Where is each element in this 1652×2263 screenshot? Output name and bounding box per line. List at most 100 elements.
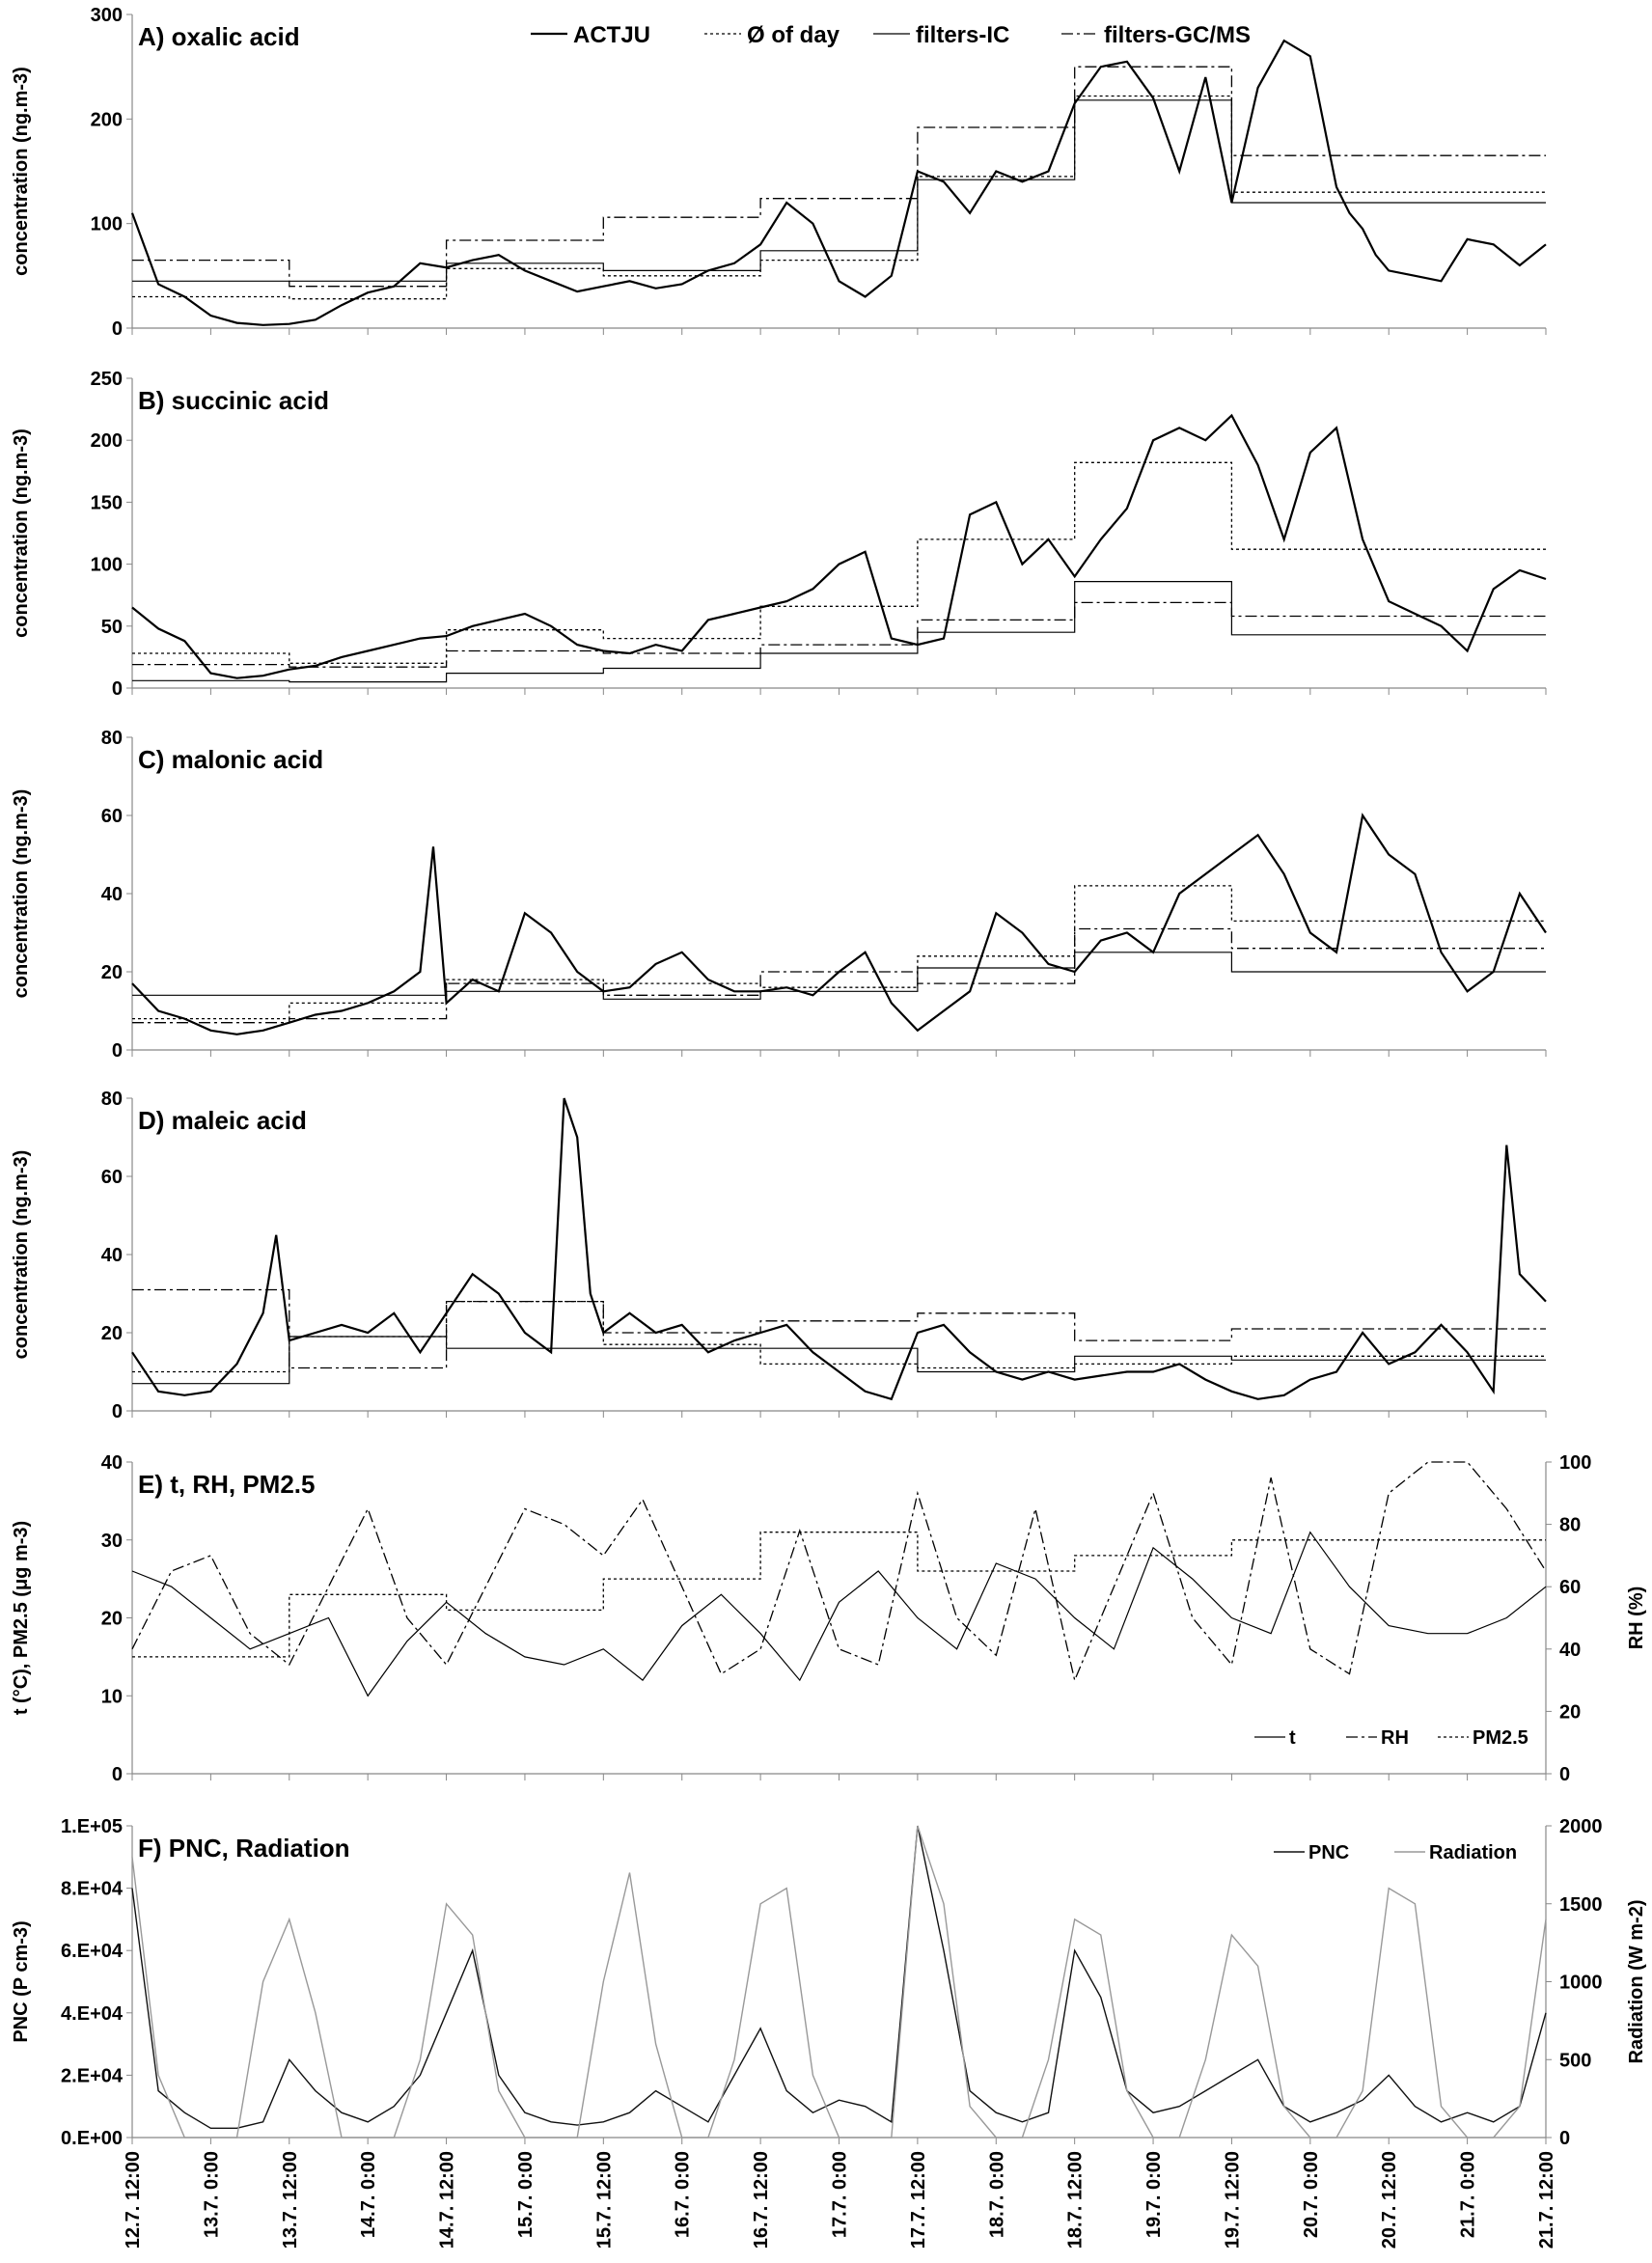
legend-label: t [1289, 1727, 1296, 1749]
series-of-day-line [132, 461, 1546, 664]
y-tick-label: 60 [101, 806, 123, 827]
x-tick-label: 14.7. 12:00 [437, 2151, 458, 2249]
series-pnc-line [131, 1825, 1547, 2129]
y-right-tick-label: 60 [1559, 1577, 1581, 1598]
panel-title: E) t, RH, PM2.5 [138, 1470, 315, 1499]
y-right-tick-label: 500 [1559, 2050, 1591, 2071]
y-right-tick-label: 0 [1559, 1764, 1570, 1785]
y-tick-label: 0.E+00 [61, 2128, 123, 2149]
y-tick-label: 1.E+05 [61, 1816, 123, 1837]
x-tick-label: 18.7. 12:00 [1065, 2151, 1087, 2249]
series-of-day-line [132, 885, 1546, 1020]
series-rh-line [131, 1461, 1547, 1683]
y-tick-label: 20 [101, 1323, 123, 1344]
y-tick-label: 60 [101, 1167, 123, 1188]
y-tick-label: 40 [101, 1245, 123, 1266]
y-tick-label: 6.E+04 [61, 1941, 124, 1962]
x-tick-label: 14.7. 0:00 [358, 2151, 379, 2238]
panel-1: 0 100 200 300 concentration (ng.m-3) A) oxali… [11, 5, 1547, 340]
x-tick-label: 21.7. 0:00 [1458, 2151, 1479, 2238]
series-filters-ic-line [132, 1336, 1546, 1385]
y-tick-label: 0 [112, 318, 123, 340]
series-filters-gc-ms-line [132, 927, 1546, 1024]
series-actju-line [131, 413, 1547, 679]
x-tick-label: 18.7. 0:00 [986, 2151, 1007, 2238]
panel-title: C) malonic acid [138, 745, 323, 774]
y-tick-label: 100 [91, 214, 123, 235]
y-tick-label: 0 [112, 1040, 123, 1062]
x-tick-label: 13.7. 0:00 [201, 2151, 222, 2238]
series-filters-gc-ms-line [132, 1288, 1546, 1369]
x-tick-label: 17.7. 12:00 [908, 2151, 929, 2249]
legend-label: filters-IC [916, 22, 1009, 48]
x-tick-label: 13.7. 12:00 [280, 2151, 301, 2249]
series-of-day-line [132, 95, 1546, 300]
panel-3: 0 20 40 60 80 concentration (ng.m-3) C) maloni… [11, 728, 1547, 1062]
x-tick-label: 16.7. 0:00 [673, 2151, 694, 2238]
y-tick-label: 80 [101, 728, 123, 749]
legend-label: PNC [1308, 1842, 1349, 1863]
x-axis-date-labels: 12.7. 12:00 13.7. 0:00 13.7. 12:00 14.7. 0:… [123, 2151, 1557, 2249]
x-tick-label: 15.7. 12:00 [593, 2151, 615, 2249]
y-tick-label: 50 [101, 617, 123, 638]
y-axis-title: concentration (ng.m-3) [11, 789, 32, 999]
series-t-line [131, 1531, 1547, 1697]
series-pm2-5-line [132, 1532, 1546, 1658]
y-axis-title: t (°C), PM2.5 (μg m-3) [11, 1521, 32, 1715]
y-tick-label: 20 [101, 1609, 123, 1630]
y-tick-label: 0 [112, 1401, 123, 1422]
panel-5: 0 10 20 30 40 0 20 40 60 80 100 t (°C), PM2.5 (μg m… [11, 1452, 1647, 1785]
y-tick-label: 30 [101, 1531, 123, 1552]
panel-6: 0.E+00 2.E+04 4.E+04 6.E+04 8.E+04 1.E+05 0 500… [11, 1816, 1647, 2149]
y-tick-label: 40 [101, 1452, 123, 1474]
series-filters-gc-ms-line [132, 601, 1546, 668]
y-tick-label: 0 [112, 1764, 123, 1785]
series-filters-gc-ms-line [132, 66, 1546, 288]
y-tick-label: 10 [101, 1686, 123, 1707]
x-tick-label: 20.7. 12:00 [1379, 2151, 1400, 2249]
y-tick-label: 8.E+04 [61, 1879, 124, 1900]
y-axis-title: concentration (ng.m-3) [11, 428, 32, 638]
series-filters-ic-line [132, 581, 1546, 683]
series-actju-line [131, 1097, 1547, 1401]
panel-title: F) PNC, Radiation [138, 1834, 350, 1863]
panel-title: B) succinic acid [138, 386, 329, 415]
y-axis-right-title: RH (%) [1626, 1587, 1647, 1650]
y-tick-label: 250 [91, 369, 123, 390]
series-filters-ic-line [132, 99, 1546, 282]
legend-label: filters-GC/MS [1104, 22, 1251, 48]
legend-label: PM2.5 [1473, 1727, 1528, 1749]
x-tick-label: 20.7. 0:00 [1301, 2151, 1322, 2238]
y-tick-label: 100 [91, 555, 123, 576]
panel-2: 0 50 100 150 200 250 concentration (ng.m-3) B) … [11, 369, 1547, 700]
legend-label: RH [1381, 1727, 1409, 1749]
legend-label: Ø of day [747, 22, 840, 48]
panel-title: A) oxalic acid [138, 22, 300, 51]
x-tick-label: 19.7. 12:00 [1222, 2151, 1243, 2249]
y-right-tick-label: 100 [1559, 1452, 1591, 1474]
series-radiation-line [131, 1825, 1547, 2139]
x-tick-label: 15.7. 0:00 [515, 2151, 537, 2238]
series-actju-line [130, 39, 1547, 326]
series-filters-ic-line [132, 952, 1546, 1000]
panel-title: D) maleic acid [138, 1106, 307, 1135]
y-tick-label: 150 [91, 492, 123, 513]
y-right-tick-label: 2000 [1559, 1816, 1603, 1837]
y-tick-label: 300 [91, 5, 123, 26]
series-actju-line [131, 813, 1547, 1035]
y-axis-title: concentration (ng.m-3) [11, 67, 32, 276]
x-tick-label: 17.7. 0:00 [830, 2151, 851, 2238]
y-tick-label: 200 [91, 109, 123, 130]
y-right-tick-label: 80 [1559, 1515, 1581, 1536]
y-tick-label: 4.E+04 [61, 2003, 124, 2025]
x-tick-label: 19.7. 0:00 [1143, 2151, 1165, 2238]
y-right-tick-label: 1000 [1559, 1973, 1603, 1994]
y-tick-label: 0 [112, 678, 123, 700]
y-tick-label: 200 [91, 430, 123, 452]
y-right-tick-label: 40 [1559, 1640, 1581, 1661]
y-axis-title: concentration (ng.m-3) [11, 1150, 32, 1360]
y-right-tick-label: 20 [1559, 1701, 1581, 1723]
legend-label: ACTJU [573, 22, 650, 48]
legend-label: Radiation [1429, 1842, 1517, 1863]
